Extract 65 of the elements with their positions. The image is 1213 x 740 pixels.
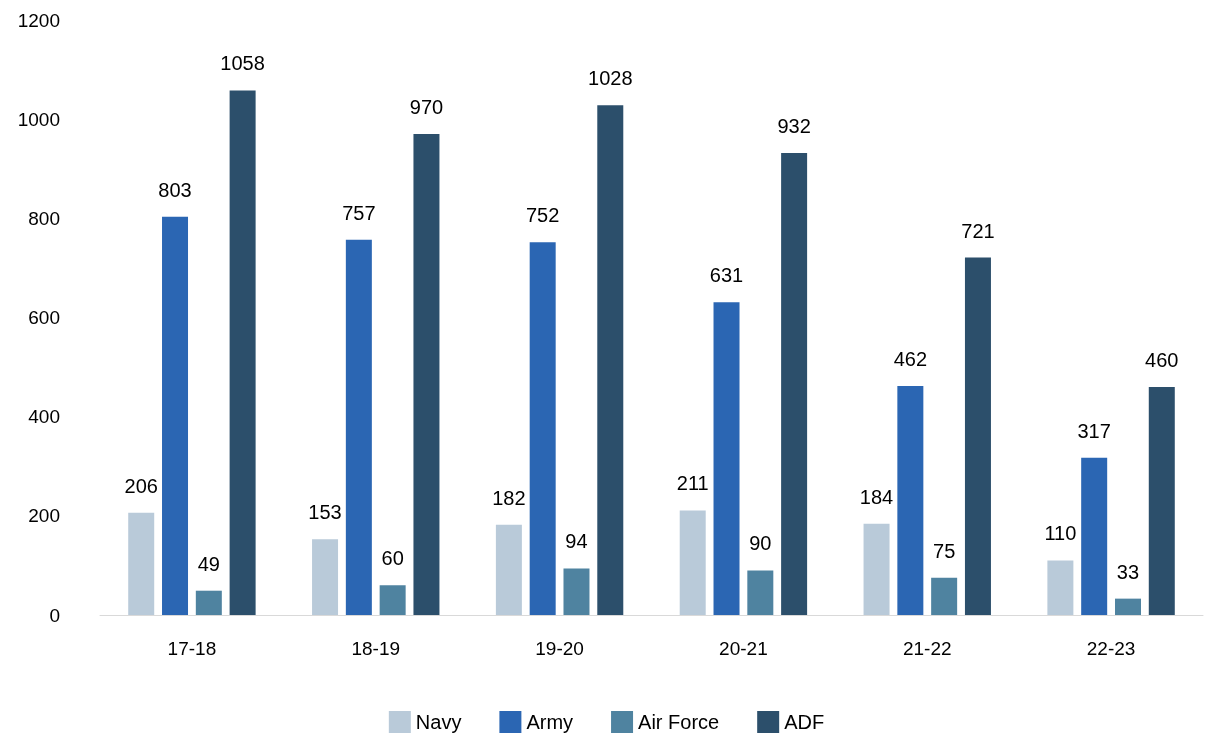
data-label: 752 xyxy=(526,204,560,227)
bar xyxy=(781,152,808,615)
bar xyxy=(195,590,222,615)
bar xyxy=(964,257,991,615)
data-label: 970 xyxy=(409,96,444,119)
x-tick-label: 21-22 xyxy=(902,638,952,659)
x-tick-label: 22-23 xyxy=(1086,638,1136,659)
data-label: 211 xyxy=(676,472,709,495)
legend-label: Navy xyxy=(415,711,462,733)
bar xyxy=(229,90,256,615)
bar xyxy=(1114,598,1141,615)
data-label: 206 xyxy=(124,474,158,497)
x-tick-label: 17-18 xyxy=(167,638,217,659)
bar xyxy=(931,577,958,615)
data-label: 757 xyxy=(342,201,376,224)
data-label: 60 xyxy=(381,547,404,570)
x-tick-label: 19-20 xyxy=(535,638,584,659)
bar xyxy=(679,510,706,615)
data-label: 1058 xyxy=(220,52,265,75)
bar xyxy=(1047,560,1074,615)
data-label: 110 xyxy=(1044,522,1077,545)
y-tick-label: 200 xyxy=(28,505,60,527)
data-label: 153 xyxy=(308,501,342,524)
bar xyxy=(563,568,590,615)
bar xyxy=(345,239,372,615)
data-label: 33 xyxy=(1116,560,1140,583)
data-label: 75 xyxy=(933,539,956,562)
legend-label: Air Force xyxy=(638,711,720,733)
data-label: 631 xyxy=(709,264,744,287)
data-label: 803 xyxy=(158,178,192,201)
data-label: 49 xyxy=(197,552,220,575)
data-label: 932 xyxy=(777,114,811,137)
bar xyxy=(597,105,624,615)
data-label: 90 xyxy=(749,532,772,555)
bar xyxy=(863,523,890,615)
bar xyxy=(128,512,155,615)
y-tick-label: 1000 xyxy=(17,108,60,130)
y-tick-label: 800 xyxy=(28,207,60,229)
bar xyxy=(413,134,440,615)
data-label: 317 xyxy=(1077,419,1111,442)
x-tick-label: 18-19 xyxy=(351,638,401,659)
data-label: 721 xyxy=(961,219,995,242)
y-tick-label: 1200 xyxy=(17,9,60,31)
data-label: 94 xyxy=(565,530,588,553)
data-label: 462 xyxy=(893,347,928,370)
bar xyxy=(1148,386,1175,615)
bar xyxy=(1081,457,1108,615)
data-label: 460 xyxy=(1145,348,1179,371)
bar xyxy=(162,216,189,615)
legend-label: ADF xyxy=(784,711,825,733)
bar xyxy=(897,385,924,615)
bar xyxy=(713,302,740,615)
data-label: 184 xyxy=(859,485,894,508)
bar xyxy=(312,539,339,615)
legend-label: Army xyxy=(526,711,574,733)
x-tick-label: 20-21 xyxy=(719,638,768,659)
data-label: 182 xyxy=(492,486,526,509)
data-label: 1028 xyxy=(588,67,633,90)
y-tick-label: 400 xyxy=(28,406,60,428)
bar xyxy=(747,570,774,615)
bar xyxy=(529,242,556,615)
y-tick-label: 0 xyxy=(49,604,60,626)
y-tick-label: 600 xyxy=(28,307,60,328)
bar xyxy=(379,585,406,615)
bar xyxy=(495,524,522,615)
